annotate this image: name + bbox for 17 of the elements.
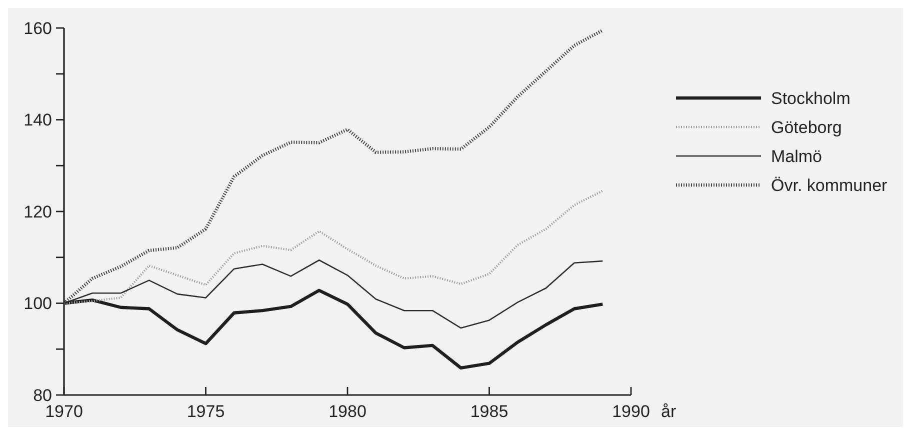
x-tick-label: 1990	[612, 402, 650, 421]
line-series	[62, 190, 604, 304]
x-tick-label: 1970	[45, 402, 83, 421]
x-tick-label: 1975	[186, 402, 225, 421]
x-tick-label: 1985	[470, 402, 508, 421]
legend-label: Göteborg	[771, 118, 842, 137]
x-axis-title: år	[661, 402, 676, 421]
legend-label: Övr. kommuner	[771, 176, 888, 195]
legend-label: Stockholm	[771, 88, 850, 108]
x-tick-label: 1980	[328, 402, 366, 421]
y-tick-label: 120	[24, 202, 52, 222]
legend-label: Malmö	[771, 146, 822, 166]
line-series	[62, 28, 604, 305]
y-tick-label: 140	[24, 110, 52, 130]
y-tick-label: 160	[24, 18, 52, 38]
y-tick-label: 80	[33, 386, 52, 405]
y-tick-label: 100	[24, 294, 52, 314]
